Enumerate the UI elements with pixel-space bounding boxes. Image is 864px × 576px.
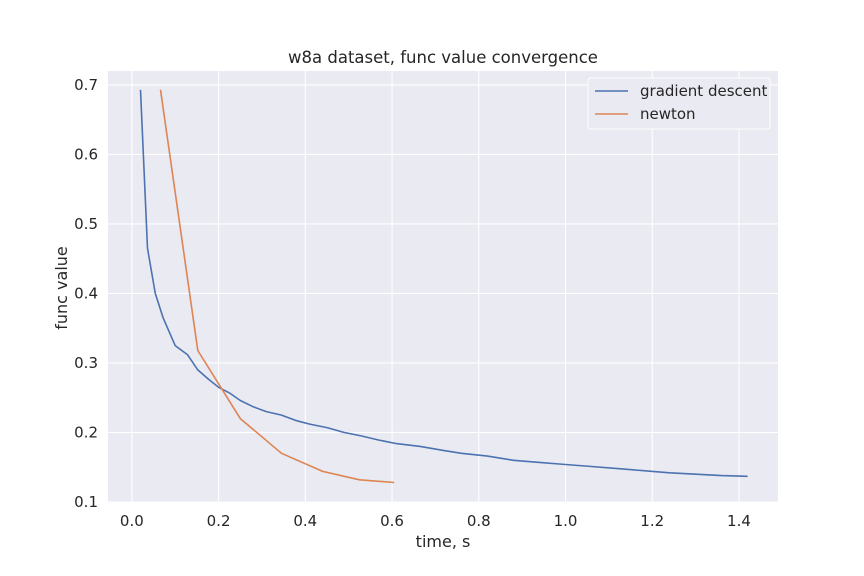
y-tick-label: 0.4 xyxy=(74,284,98,302)
x-tick-label: 0.0 xyxy=(120,512,144,530)
legend: gradient descent newton xyxy=(587,77,771,130)
legend-box xyxy=(587,77,771,130)
y-axis-ticks: 0.1 0.2 0.3 0.4 0.5 0.6 0.7 xyxy=(74,76,98,511)
legend-label: newton xyxy=(640,105,696,123)
series-layer xyxy=(139,89,748,484)
x-axis-label: time, s xyxy=(416,532,471,551)
series-line-1 xyxy=(159,89,395,484)
legend-label: gradient descent xyxy=(640,82,768,100)
chart-title: w8a dataset, func value convergence xyxy=(288,48,598,67)
y-tick-label: 0.7 xyxy=(74,76,98,94)
y-tick-label: 0.5 xyxy=(74,215,98,233)
x-tick-label: 0.2 xyxy=(207,512,231,530)
x-tick-label: 1.4 xyxy=(727,512,751,530)
x-tick-label: 0.6 xyxy=(380,512,404,530)
y-tick-label: 0.6 xyxy=(74,145,98,163)
plot-area xyxy=(108,71,778,502)
x-tick-label: 1.0 xyxy=(554,512,578,530)
x-axis-ticks: 0.0 0.2 0.4 0.6 0.8 1.0 1.2 1.4 xyxy=(120,512,751,530)
y-tick-label: 0.2 xyxy=(74,423,98,441)
grid-lines xyxy=(108,71,778,503)
x-tick-label: 0.4 xyxy=(293,512,317,530)
x-tick-label: 0.8 xyxy=(467,512,491,530)
x-tick-label: 1.2 xyxy=(640,512,664,530)
y-tick-label: 0.1 xyxy=(74,493,98,511)
series-line-0 xyxy=(139,89,748,478)
y-tick-label: 0.3 xyxy=(74,354,98,372)
y-axis-label: func value xyxy=(52,246,71,330)
